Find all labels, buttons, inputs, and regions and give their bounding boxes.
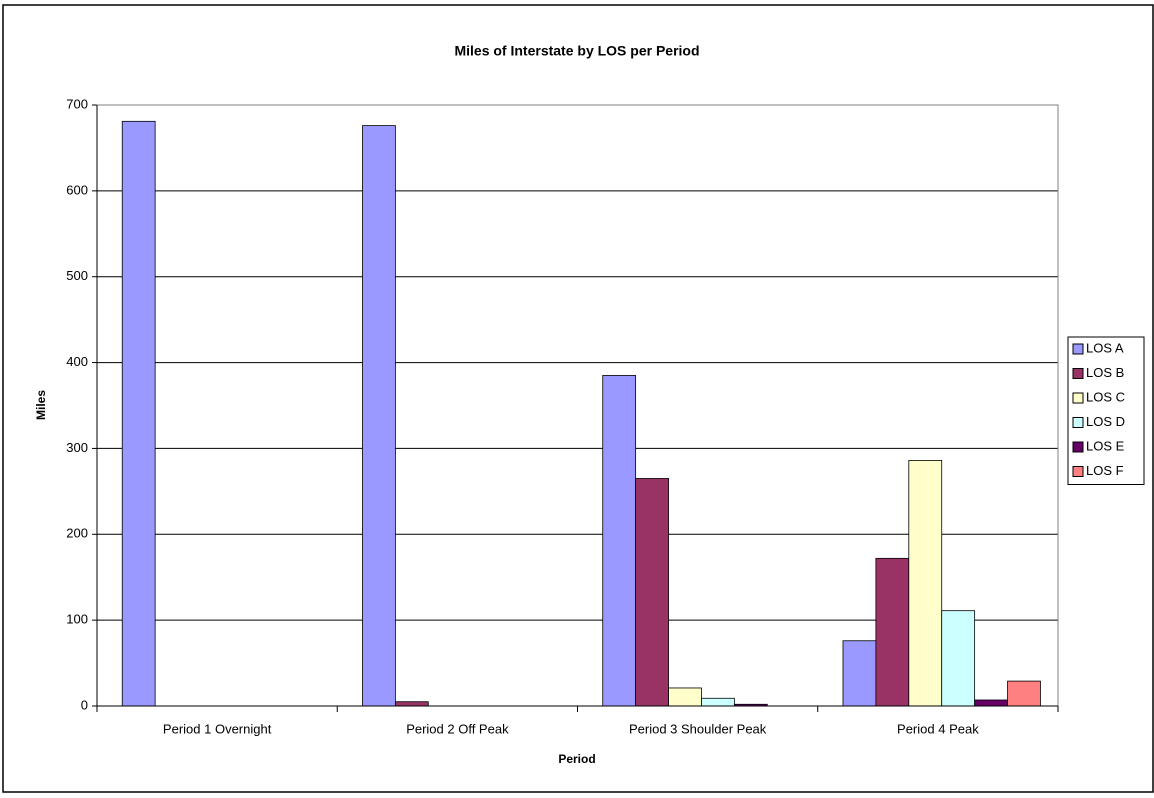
y-tick-label: 700 <box>66 96 88 111</box>
legend-label: LOS C <box>1086 389 1125 404</box>
legend-swatch <box>1072 343 1084 355</box>
y-tick-label: 600 <box>66 182 88 197</box>
x-tick-label: Period 3 Shoulder Peak <box>629 721 767 736</box>
bar <box>362 125 396 707</box>
legend-swatch <box>1072 417 1084 428</box>
y-tick-label: 100 <box>66 612 88 627</box>
chart-frame <box>2 4 1154 793</box>
bar <box>121 120 156 707</box>
legend-swatch <box>1072 441 1084 453</box>
y-axis-label: Miles <box>34 390 48 420</box>
bar <box>602 375 637 707</box>
legend-label: LOS B <box>1086 365 1124 380</box>
bar <box>941 610 976 707</box>
bar <box>908 460 943 707</box>
legend-swatch <box>1072 466 1084 477</box>
x-tick-label: Period 2 Off Peak <box>406 721 509 736</box>
legend-label: LOS F <box>1086 463 1124 478</box>
legend-swatch <box>1072 392 1084 404</box>
bar <box>701 697 735 707</box>
legend-label: LOS E <box>1086 438 1125 453</box>
y-tick-label: 300 <box>66 440 88 455</box>
bar <box>842 640 877 707</box>
legend-swatch <box>1072 368 1084 379</box>
x-axis-label: Period <box>558 752 595 766</box>
legend-label: LOS A <box>1086 340 1124 355</box>
bar <box>875 557 910 707</box>
y-tick-label: 500 <box>66 268 88 283</box>
x-tick-label: Period 4 Peak <box>897 721 979 736</box>
bar <box>635 478 669 707</box>
legend-label: LOS D <box>1086 414 1125 429</box>
y-tick-label: 0 <box>81 697 88 712</box>
x-tick-label: Period 1 Overnight <box>163 721 272 736</box>
bar <box>1007 680 1041 707</box>
y-tick-label: 200 <box>66 526 88 541</box>
y-tick-label: 400 <box>66 354 88 369</box>
chart-title: Miles of Interstate by LOS per Period <box>454 43 699 59</box>
bar <box>668 687 702 707</box>
bar <box>974 699 1008 707</box>
bar <box>394 701 429 707</box>
legend-box <box>1067 336 1145 485</box>
